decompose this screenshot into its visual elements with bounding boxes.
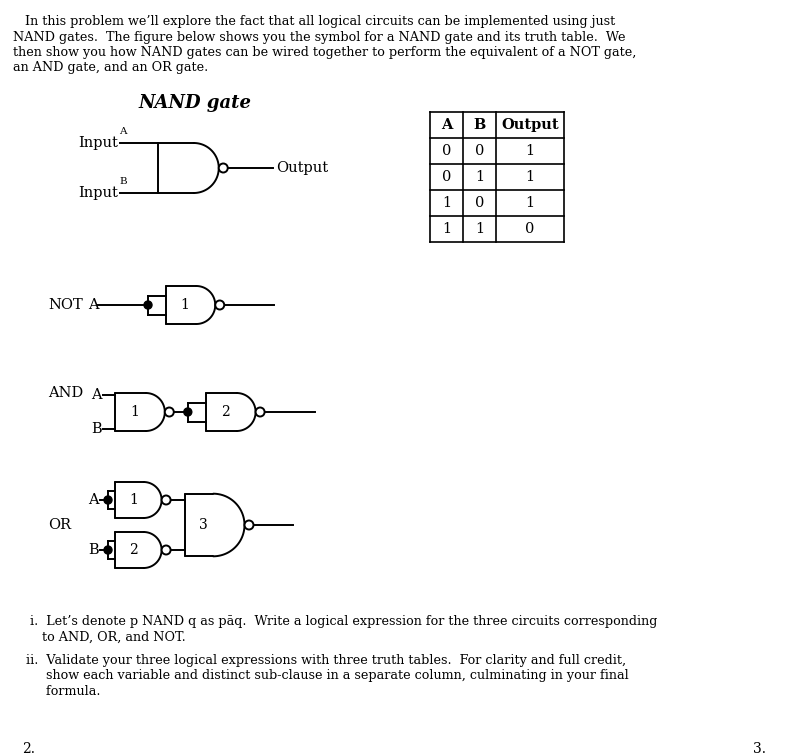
Text: 0: 0 [442,170,452,184]
Text: 1: 1 [526,144,534,158]
Text: 1: 1 [180,298,190,312]
Circle shape [184,408,191,416]
Text: 1: 1 [475,222,484,236]
Text: 3: 3 [199,518,207,532]
Text: then show you how NAND gates can be wired together to perform the equivalent of : then show you how NAND gates can be wire… [13,46,637,59]
Text: 1: 1 [129,493,138,507]
Text: NAND gates.  The figure below shows you the symbol for a NAND gate and its truth: NAND gates. The figure below shows you t… [13,30,626,44]
Text: Input: Input [78,136,118,150]
Text: 2.: 2. [22,742,35,754]
Text: OR: OR [48,518,71,532]
Text: 0: 0 [442,144,452,158]
Text: 2: 2 [129,543,138,557]
Text: AND: AND [48,386,84,400]
Text: Output: Output [501,118,559,132]
Text: 0: 0 [475,144,484,158]
Text: B: B [474,118,485,132]
Text: NAND gate: NAND gate [139,94,251,112]
Text: 2: 2 [221,405,229,419]
Text: A: A [88,493,98,507]
Text: an AND gate, and an OR gate.: an AND gate, and an OR gate. [13,62,208,75]
Text: 3.: 3. [753,742,766,754]
Text: formula.: formula. [22,685,101,697]
Text: 1: 1 [526,170,534,184]
Circle shape [244,520,254,529]
Circle shape [219,164,228,173]
Circle shape [215,301,225,309]
Circle shape [162,495,170,504]
Text: A: A [440,118,452,132]
Text: 1: 1 [526,196,534,210]
Text: A: A [91,388,102,402]
Circle shape [162,545,170,554]
Circle shape [104,496,112,504]
Text: B: B [119,177,127,186]
Text: show each variable and distinct sub-clause in a separate column, culminating in : show each variable and distinct sub-clau… [22,670,629,682]
Text: B: B [91,422,102,436]
Text: A: A [88,298,98,312]
Text: Output: Output [276,161,328,175]
Circle shape [165,407,174,416]
Circle shape [144,301,152,309]
Text: 1: 1 [130,405,139,419]
Text: 1: 1 [475,170,484,184]
Text: 1: 1 [442,222,451,236]
Text: i.  Let’s denote p NAND q as pāq.  Write a logical expression for the three circ: i. Let’s denote p NAND q as pāq. Write a… [22,615,657,628]
Circle shape [255,407,265,416]
Text: Input: Input [78,186,118,200]
Text: B: B [88,543,98,557]
Text: ii.  Validate your three logical expressions with three truth tables.  For clari: ii. Validate your three logical expressi… [22,654,626,667]
Text: 1: 1 [442,196,451,210]
Text: In this problem we’ll explore the fact that all logical circuits can be implemen: In this problem we’ll explore the fact t… [13,15,615,28]
Circle shape [104,546,112,554]
Text: A: A [119,127,127,136]
Text: 0: 0 [526,222,535,236]
Text: 0: 0 [475,196,484,210]
Text: NOT: NOT [48,298,83,312]
Text: to AND, OR, and NOT.: to AND, OR, and NOT. [22,630,186,643]
